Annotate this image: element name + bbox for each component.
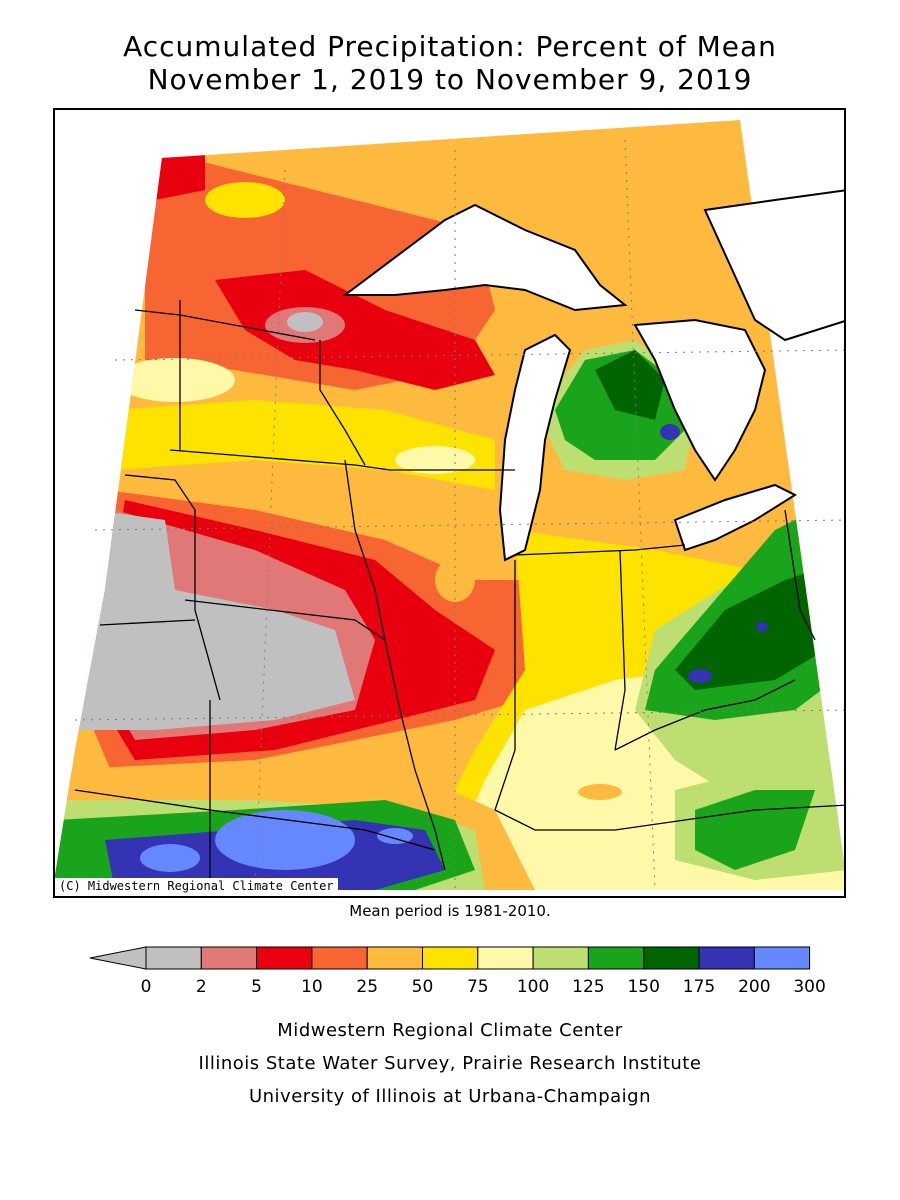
credit-line-1: Midwestern Regional Climate Center bbox=[277, 1020, 623, 1041]
border-nd-sd bbox=[134, 309, 316, 341]
legend-labels: 0 2 5 10 25 50 75 100 125 150 175 200 300 bbox=[141, 977, 826, 997]
credit-line-2: Illinois State Water Survey, Prairie Res… bbox=[198, 1053, 702, 1074]
field-ky-green bbox=[695, 790, 815, 870]
field-south-lightblue-2 bbox=[140, 844, 200, 872]
canada-land bbox=[703, 189, 844, 342]
legend-box bbox=[422, 946, 479, 970]
legend-tick-label: 100 bbox=[517, 977, 549, 997]
legend-box bbox=[200, 946, 258, 970]
border-il-in bbox=[494, 560, 516, 811]
legend-box bbox=[643, 946, 700, 970]
legend-tick-label: 5 bbox=[251, 977, 262, 997]
legend-tick-label: 300 bbox=[793, 977, 825, 997]
field-central-gray bbox=[75, 510, 355, 730]
border-ky-tn bbox=[494, 804, 844, 831]
precipitation-map bbox=[53, 108, 846, 898]
graticule-lat-2 bbox=[94, 519, 844, 531]
great-lakes bbox=[342, 189, 844, 562]
lake-erie bbox=[673, 483, 798, 552]
graticule-lon-1 bbox=[254, 169, 286, 891]
field-ohio-blue-2 bbox=[756, 622, 768, 632]
legend-box bbox=[753, 946, 811, 970]
legend-box bbox=[366, 946, 424, 970]
state-boundaries bbox=[74, 300, 844, 890]
legend-tick-label: 2 bbox=[196, 977, 207, 997]
legend-box bbox=[532, 946, 589, 970]
legend-bar: 0 2 5 10 25 50 75 100 125 150 175 200 300 bbox=[89, 946, 826, 997]
field-mid-lightyellow-2 bbox=[395, 446, 475, 474]
legend-box bbox=[145, 946, 202, 970]
field-il-orange-spot bbox=[435, 558, 475, 602]
lake-superior bbox=[342, 203, 628, 312]
border-mi-oh bbox=[634, 544, 686, 551]
legend-tick-label: 0 bbox=[141, 977, 152, 997]
legend-box bbox=[587, 946, 645, 970]
map-canvas bbox=[55, 120, 844, 891]
legend-tick-label: 200 bbox=[738, 977, 770, 997]
map-date-range: November 1, 2019 to November 9, 2019 bbox=[147, 63, 753, 96]
legend-tick-label: 10 bbox=[301, 977, 323, 997]
color-legend: 0 2 5 10 25 50 75 100 125 150 175 200 300 bbox=[0, 940, 900, 1000]
legend-box bbox=[311, 946, 368, 970]
graticule-lat-3 bbox=[74, 709, 844, 721]
legend-box bbox=[477, 946, 534, 970]
field-mi-darkgreen bbox=[595, 350, 665, 420]
legend-tick-label: 25 bbox=[356, 977, 378, 997]
border-in-mi bbox=[514, 549, 636, 556]
border-mn-wi bbox=[319, 340, 366, 466]
legend-box bbox=[256, 946, 313, 970]
field-mi-blue bbox=[660, 424, 680, 440]
legend-box bbox=[698, 946, 755, 970]
legend-arrow bbox=[89, 946, 147, 970]
border-ne-ia bbox=[124, 474, 221, 701]
field-nw-red bbox=[155, 148, 205, 200]
legend-tick-label: 125 bbox=[572, 977, 604, 997]
map-title: Accumulated Precipitation: Percent of Me… bbox=[123, 30, 777, 63]
legend-tick-label: 75 bbox=[467, 977, 489, 997]
field-south-lightblue-3 bbox=[377, 828, 413, 844]
field-ohio-blue bbox=[688, 669, 712, 683]
field-mid-yellow bbox=[115, 400, 495, 490]
legend-tick-label: 175 bbox=[683, 977, 715, 997]
graticule-lon-3 bbox=[624, 139, 656, 891]
copyright-label: (C) Midwestern Regional Climate Center bbox=[55, 878, 338, 894]
mean-period-note: Mean period is 1981-2010. bbox=[349, 902, 551, 920]
border-oh-ky bbox=[614, 679, 796, 751]
field-north-yellow bbox=[205, 182, 285, 218]
border-ks-ok bbox=[74, 789, 436, 851]
legend-tick-label: 150 bbox=[627, 977, 659, 997]
field-ohio-darkgreen bbox=[675, 570, 825, 690]
lake-huron bbox=[633, 318, 767, 482]
border-ne-ks bbox=[99, 619, 196, 626]
lake-michigan bbox=[498, 333, 572, 562]
legend-tick-label: 50 bbox=[412, 977, 434, 997]
border-ia-mo bbox=[184, 599, 386, 641]
field-north-red bbox=[215, 270, 495, 390]
graticule bbox=[74, 139, 844, 891]
legend-boxes bbox=[145, 946, 811, 970]
field-north-gray bbox=[287, 312, 323, 332]
credit-line-3: University of Illinois at Urbana-Champai… bbox=[248, 1086, 652, 1107]
border-oh-pa bbox=[784, 509, 816, 641]
field-mid-lightyellow bbox=[115, 358, 235, 402]
border-in-oh bbox=[614, 549, 626, 751]
field-ky-orange-spot bbox=[578, 784, 622, 800]
field-south-lightblue bbox=[215, 810, 355, 870]
border-sd-mn-ia bbox=[169, 449, 391, 471]
border-mississippi bbox=[344, 459, 446, 871]
